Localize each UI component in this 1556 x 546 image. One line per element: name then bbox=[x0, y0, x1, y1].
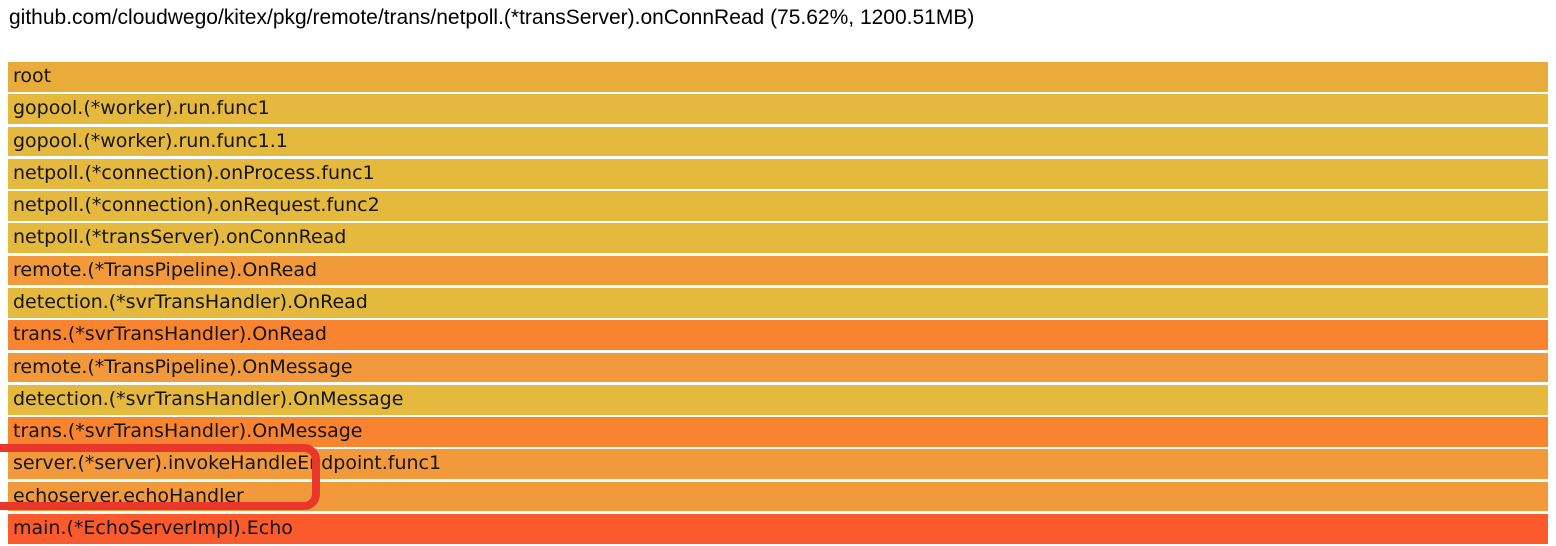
frame-label: remote.(*TransPipeline).OnMessage bbox=[13, 355, 353, 378]
frame-label: trans.(*svrTransHandler).OnMessage bbox=[13, 420, 363, 443]
flame-frame[interactable]: detection.(*svrTransHandler).OnRead bbox=[8, 287, 1548, 318]
frame-label: root bbox=[13, 65, 52, 87]
frame-label: main.(*EchoServerImpl).Echo bbox=[13, 516, 293, 539]
flame-frame[interactable]: gopool.(*worker).run.func1 bbox=[8, 94, 1548, 124]
frame-label: netpoll.(*connection).onRequest.func2 bbox=[13, 194, 380, 217]
flame-frame[interactable]: netpoll.(*connection).onProcess.func1 bbox=[8, 158, 1548, 189]
frame-label: gopool.(*worker).run.func1 bbox=[13, 97, 270, 120]
frame-label: netpoll.(*connection).onProcess.func1 bbox=[13, 161, 375, 184]
flame-frame[interactable]: trans.(*svrTransHandler).OnRead bbox=[8, 320, 1548, 350]
frame-label: trans.(*svrTransHandler).OnRead bbox=[13, 323, 327, 346]
flame-frame[interactable]: trans.(*svrTransHandler).OnMessage bbox=[8, 417, 1548, 447]
frame-label: echoserver.echoHandler bbox=[13, 484, 244, 507]
frame-label: remote.(*TransPipeline).OnRead bbox=[13, 258, 318, 281]
frame-label: server.(*server).invokeHandleEndpoint.fu… bbox=[13, 452, 442, 475]
flame-frame[interactable]: netpoll.(*transServer).onConnRead bbox=[8, 223, 1548, 254]
flame-frame[interactable]: root bbox=[8, 62, 1548, 92]
flame-frame[interactable]: remote.(*TransPipeline).OnRead bbox=[8, 255, 1548, 286]
flame-frame[interactable]: gopool.(*worker).run.func1.1 bbox=[8, 126, 1548, 157]
flame-frame[interactable]: remote.(*TransPipeline).OnMessage bbox=[8, 352, 1548, 383]
selected-frame-info: github.com/cloudwego/kitex/pkg/remote/tr… bbox=[9, 6, 975, 29]
frame-label: netpoll.(*transServer).onConnRead bbox=[13, 226, 347, 249]
frame-label: gopool.(*worker).run.func1.1 bbox=[13, 129, 288, 152]
flamegraph: root gopool.(*worker).run.func1 gopool.(*w… bbox=[8, 62, 1548, 546]
frame-label: detection.(*svrTransHandler).OnRead bbox=[13, 290, 368, 313]
flame-frame[interactable]: echoserver.echoHandler bbox=[8, 481, 1548, 512]
frame-label: detection.(*svrTransHandler).OnMessage bbox=[13, 387, 404, 410]
flame-frame[interactable]: server.(*server).invokeHandleEndpoint.fu… bbox=[8, 449, 1548, 480]
flame-frame[interactable]: detection.(*svrTransHandler).OnMessage bbox=[8, 384, 1548, 415]
flame-frame[interactable]: main.(*EchoServerImpl).Echo bbox=[8, 513, 1548, 544]
flame-frame[interactable]: netpoll.(*connection).onRequest.func2 bbox=[8, 191, 1548, 221]
